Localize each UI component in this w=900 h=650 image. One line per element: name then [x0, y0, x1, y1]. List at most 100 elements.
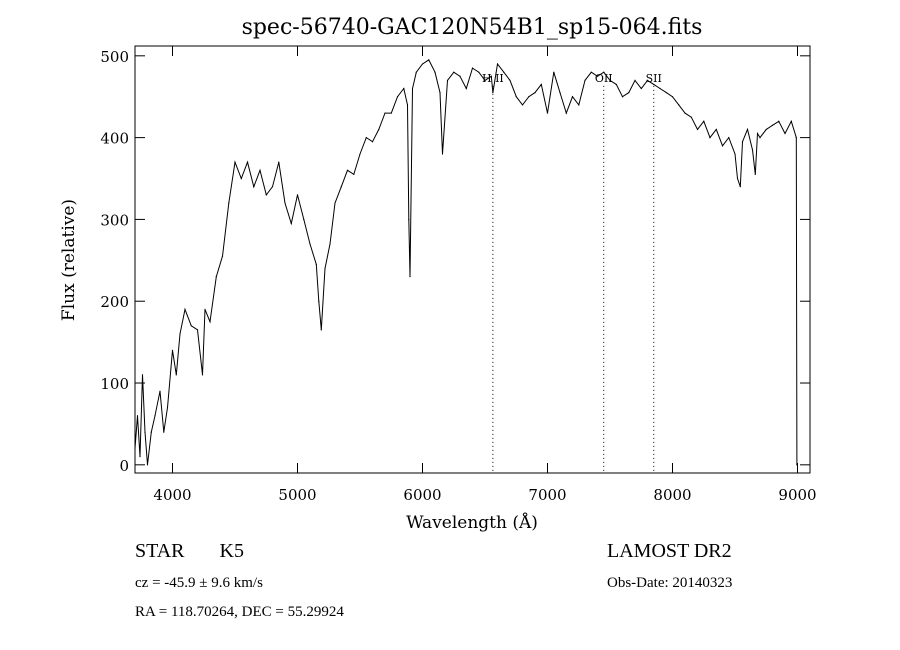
- x-tick-label: 5000: [278, 486, 316, 504]
- spectrum-point: [409, 276, 411, 278]
- spectrum-point: [515, 96, 517, 98]
- spectrum-point: [190, 325, 192, 327]
- spectrum-point: [446, 79, 449, 81]
- spectrum-point: [778, 120, 780, 122]
- spectrum-point: [320, 329, 322, 331]
- spectrum-point: [509, 79, 511, 81]
- spectrum-point: [253, 186, 255, 188]
- spectrum-point: [290, 222, 292, 225]
- spectrum-point: [365, 137, 367, 139]
- spectrum-point: [528, 96, 530, 98]
- spectrum-point: [278, 161, 280, 163]
- spectrum-point: [540, 83, 542, 86]
- spectrum-point: [736, 177, 739, 180]
- spectrum-point: [484, 79, 486, 81]
- axis-ticks: 4000 5000 6000 7000 8000 9000 0 100 200 300 400 500: [100, 46, 817, 504]
- spectrum-point: [690, 116, 692, 118]
- spectrum-point: [759, 137, 761, 139]
- spectrum-point: [565, 112, 567, 114]
- spectrum-point: [134, 447, 136, 450]
- spectrum-point: [163, 431, 165, 433]
- spectrum-point: [259, 169, 261, 171]
- spectrum-point: [371, 141, 374, 143]
- reference-lines: H II OII SII: [482, 72, 662, 473]
- spectrum-point: [521, 104, 524, 106]
- survey-name: LAMOST DR2: [607, 540, 732, 562]
- spectrum-point: [492, 92, 494, 94]
- spectrum-point: [503, 71, 505, 73]
- spectrum-point: [678, 104, 680, 106]
- spectrum-point: [756, 132, 759, 135]
- spectrum-point: [751, 149, 754, 151]
- spectrum-point: [659, 87, 661, 90]
- spectrum-point: [411, 87, 414, 90]
- spectrum-point: [765, 128, 767, 131]
- spectrum-point: [771, 124, 774, 126]
- spectrum-point: [246, 161, 249, 163]
- spectrum-point: [171, 349, 174, 351]
- spectrum-point: [406, 104, 409, 106]
- spectrum-point: [209, 321, 211, 323]
- spectrum-point: [415, 71, 417, 73]
- sky-coordinates: RA = 118.70264, DEC = 55.29924: [135, 604, 344, 620]
- spectrum-point: [324, 267, 326, 270]
- spectrum-point: [571, 96, 574, 98]
- observation-date: Obs-Date: 20140323: [607, 575, 733, 591]
- spectrum-point: [621, 96, 624, 98]
- spectrum-point: [553, 71, 555, 73]
- spectrum-point: [196, 329, 199, 331]
- spectrum-point: [271, 186, 274, 188]
- spectrum-point: [144, 431, 146, 433]
- spectrum-point: [359, 153, 361, 155]
- spectrum-point: [141, 374, 144, 376]
- y-tick-label: 200: [100, 293, 129, 311]
- spectrum-point: [139, 456, 141, 458]
- spectrum-point: [721, 145, 724, 147]
- spectrum-point: [390, 112, 392, 114]
- spectrum-chart: spec-56740-GAC120N54B1_sp15-064.fits H I…: [59, 15, 817, 533]
- spectrum-point: [739, 186, 741, 188]
- spectrum-point: [166, 406, 169, 409]
- spectrum-point: [596, 75, 599, 77]
- spectrum-point: [459, 75, 461, 77]
- spectrum-point: [346, 169, 349, 171]
- x-tick-label: 8000: [653, 486, 691, 504]
- spectrum-point: [784, 132, 786, 135]
- y-tick-label: 100: [100, 375, 129, 393]
- spectrum-point: [646, 79, 649, 81]
- spectrum-point: [340, 186, 342, 188]
- spectrum-point: [796, 464, 798, 466]
- spectrum-point: [465, 87, 467, 90]
- spectrum-point: [746, 128, 749, 131]
- spectrum-point: [741, 141, 744, 143]
- spectrum-point: [384, 112, 386, 114]
- spectrum-point: [471, 67, 474, 69]
- spectrum-point: [136, 415, 139, 417]
- spectrum-point: [546, 112, 549, 114]
- spectrum-point: [234, 161, 236, 163]
- spectrum-point: [709, 137, 711, 139]
- spectrum-point: [584, 79, 586, 81]
- spectrum-point: [665, 92, 667, 94]
- spectrum-point: [329, 243, 331, 245]
- spectrum-point: [453, 71, 455, 73]
- spectrum-point: [441, 153, 444, 155]
- spectrum-point: [634, 79, 636, 81]
- spectrum-point: [315, 263, 317, 266]
- spectrum-point: [653, 83, 655, 86]
- spectrum-point: [428, 59, 430, 61]
- spectrum-point: [628, 92, 630, 94]
- spectrum-line: [134, 59, 798, 465]
- y-tick-label: 400: [100, 130, 129, 148]
- reference-line-label: SII: [646, 72, 662, 85]
- spectrum-point: [559, 92, 561, 94]
- spectrum-point: [154, 415, 156, 417]
- spectrum-point: [496, 63, 499, 65]
- spectrum-point: [318, 300, 320, 302]
- spectrum-point: [408, 218, 410, 221]
- spectrum-point: [715, 128, 717, 131]
- spectrum-point: [590, 71, 592, 73]
- spectrum-point: [378, 128, 380, 131]
- spectrum-point: [204, 308, 206, 310]
- object-class: STAR K5: [135, 540, 244, 562]
